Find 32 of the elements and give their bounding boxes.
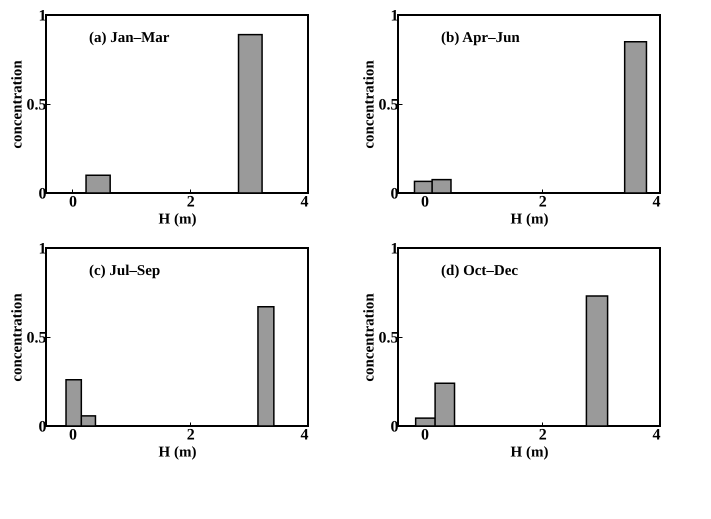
x-tick-label: 4 xyxy=(652,426,660,444)
x-tick-label: 0 xyxy=(420,426,429,444)
y-axis-title: concentration xyxy=(10,60,26,149)
text: (c) Jul–Sep xyxy=(89,263,160,279)
y-tick-label: 0.5 xyxy=(26,330,46,346)
x-tick-label: 0 xyxy=(420,194,429,210)
x-axis-title: H (m) xyxy=(158,212,196,228)
x-tick-label: 4 xyxy=(652,194,660,210)
x-tick-label: 0 xyxy=(68,426,77,444)
x-axis-title: H (m) xyxy=(510,212,548,228)
y-axis-title: concentration xyxy=(362,60,378,149)
text: (d) Oct–Dec xyxy=(441,263,518,279)
y-axis-title: concentration xyxy=(362,292,378,382)
x-axis-title: H (m) xyxy=(158,444,196,460)
x-tick-label: 2 xyxy=(186,194,195,210)
x-tick-label: 4 xyxy=(300,426,308,444)
x-axis-title: H (m) xyxy=(510,444,548,460)
y-axis-title: concentration xyxy=(10,292,26,382)
text: (b) Apr–Jun xyxy=(441,30,520,46)
x-tick-label: 0 xyxy=(68,194,77,210)
y-tick-label: 1 xyxy=(38,240,46,258)
x-tick-label: 2 xyxy=(186,426,195,444)
y-tick-label: 0.5 xyxy=(378,96,398,114)
y-tick-label: 1 xyxy=(38,8,46,24)
x-tick-label: 2 xyxy=(538,426,547,444)
x-tick-label: 4 xyxy=(300,194,308,210)
text: (a) Jan–Mar xyxy=(89,30,170,46)
y-tick-label: 0.5 xyxy=(26,96,46,114)
y-tick-label: 1 xyxy=(390,8,398,24)
x-tick-label: 2 xyxy=(538,194,547,210)
y-tick-label: 0.5 xyxy=(378,330,398,346)
y-tick-label: 1 xyxy=(390,240,398,258)
